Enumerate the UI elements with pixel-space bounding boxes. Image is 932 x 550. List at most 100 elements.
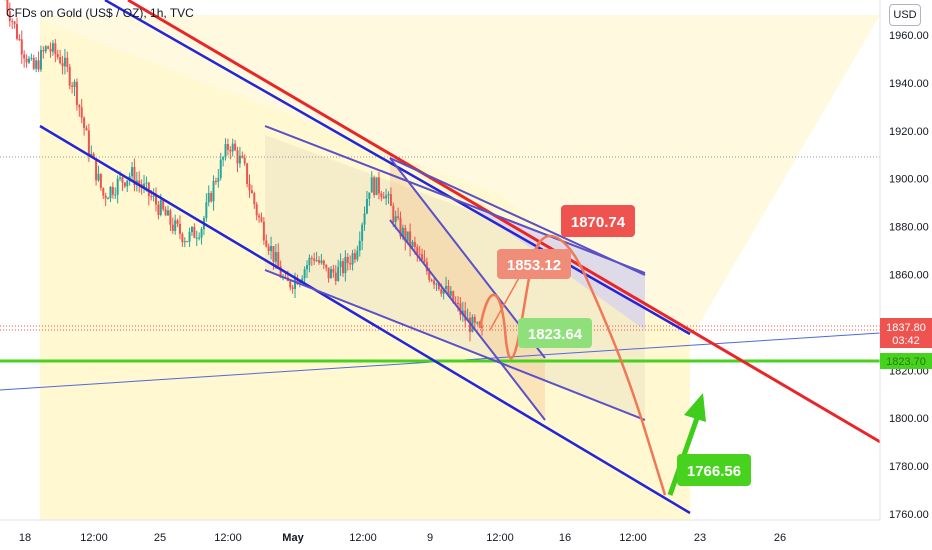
candle-body — [279, 266, 282, 278]
chart-plot: 1870.74 1853.12 1823.64 1766.56 — [0, 0, 883, 520]
candle-body — [310, 257, 313, 259]
candle-body — [246, 163, 249, 184]
candle-body — [27, 58, 30, 63]
candle-body — [109, 186, 112, 199]
x-tick-label: 12:00 — [619, 532, 647, 544]
candle-body — [318, 260, 321, 263]
currency-button[interactable]: USD — [889, 4, 921, 26]
candle-body — [447, 285, 450, 296]
candle-body — [150, 196, 153, 198]
candle-body — [68, 66, 71, 86]
candle-body — [296, 277, 299, 285]
candle-body — [73, 81, 76, 87]
flag-lower-line[interactable] — [264, 269, 646, 421]
candle-body — [147, 182, 150, 197]
candle-body — [49, 48, 52, 52]
candle-body — [193, 226, 196, 238]
candle-body — [481, 326, 483, 328]
candle-body — [138, 180, 141, 185]
candle-body — [99, 173, 102, 189]
candle-body — [97, 173, 100, 181]
candle-body — [294, 277, 297, 289]
candle-body — [15, 23, 18, 39]
candle-body — [267, 246, 270, 252]
candle-body — [358, 240, 361, 251]
candle-body — [207, 193, 210, 203]
y-tick-label: 1920.00 — [889, 126, 929, 138]
candle-body — [42, 50, 45, 52]
candle-body — [341, 261, 344, 274]
candle-body — [157, 204, 160, 215]
candle-body — [92, 153, 95, 159]
candle-body — [404, 227, 407, 242]
y-tick-label: 1960.00 — [889, 30, 929, 42]
channel-lower-line[interactable] — [39, 124, 691, 515]
candle-body — [131, 167, 134, 177]
candle-body — [190, 226, 193, 233]
candle-body — [171, 224, 174, 231]
candle-body — [234, 143, 237, 151]
candle-body — [476, 322, 479, 324]
candle-body — [59, 57, 62, 64]
flag-upper-line[interactable] — [264, 125, 646, 274]
candle-body — [306, 265, 309, 270]
zone-beige-flag — [265, 135, 645, 420]
candle-body — [47, 46, 50, 49]
candle-body — [195, 237, 198, 239]
candle-body — [37, 60, 40, 70]
candle-body — [437, 283, 440, 290]
candle-body — [258, 215, 261, 218]
candle-body — [423, 259, 426, 262]
candle-body — [114, 194, 117, 196]
candle-body — [71, 85, 74, 87]
candle-body — [219, 159, 222, 178]
candle-body — [85, 128, 88, 131]
candle-body — [356, 250, 359, 260]
candle-body — [308, 257, 311, 266]
candle-body — [389, 194, 392, 206]
candle-body — [329, 269, 332, 279]
candle-body — [440, 289, 443, 294]
candle-body — [349, 263, 352, 265]
price-axis[interactable]: 1960.00 1940.00 1920.00 1900.00 1880.00 1860.… — [879, 0, 932, 550]
resistance-line[interactable] — [127, 0, 883, 445]
candle-body — [298, 281, 301, 285]
time-axis[interactable]: 18 12:00 25 12:00 May 12:00 9 12:00 16 12:00 23 26 — [0, 519, 880, 550]
candle-body — [63, 57, 66, 67]
candle-body — [428, 271, 431, 280]
callout-1766[interactable]: 1766.56 — [677, 454, 751, 486]
y-tick-label: 1940.00 — [889, 78, 929, 90]
candle-body — [274, 252, 277, 262]
candle-body — [291, 287, 294, 289]
callout-1853[interactable]: 1853.12 — [497, 249, 571, 279]
candle-body — [51, 43, 54, 52]
candle-body — [260, 217, 263, 222]
candle-body — [222, 157, 225, 160]
svg-text:1870.74: 1870.74 — [571, 214, 626, 231]
candle-body — [327, 267, 330, 279]
candle-body — [35, 60, 38, 69]
candle-body — [145, 182, 148, 184]
svg-text:1823.64: 1823.64 — [528, 326, 583, 343]
candle-body — [303, 269, 306, 279]
candle-body — [210, 193, 213, 202]
candle-body — [339, 261, 342, 268]
candle-body — [442, 288, 445, 294]
callout-1823[interactable]: 1823.64 — [518, 318, 592, 348]
candle-body — [126, 180, 129, 187]
candle-body — [421, 254, 424, 260]
callout-1870[interactable]: 1870.74 — [561, 205, 635, 237]
zone-orange-wedge — [390, 158, 545, 420]
wedge-upper-line[interactable] — [389, 157, 646, 276]
candle-body — [409, 231, 412, 247]
candle-body — [380, 193, 383, 197]
candle-body — [270, 246, 273, 252]
candle-body — [272, 246, 275, 262]
x-tick-label: 26 — [774, 532, 786, 544]
candle-body — [346, 256, 349, 264]
wedge-right-line[interactable] — [389, 219, 546, 421]
candle-body — [433, 280, 436, 285]
svg-text:03:42: 03:42 — [892, 335, 920, 347]
candle-body — [363, 213, 366, 225]
